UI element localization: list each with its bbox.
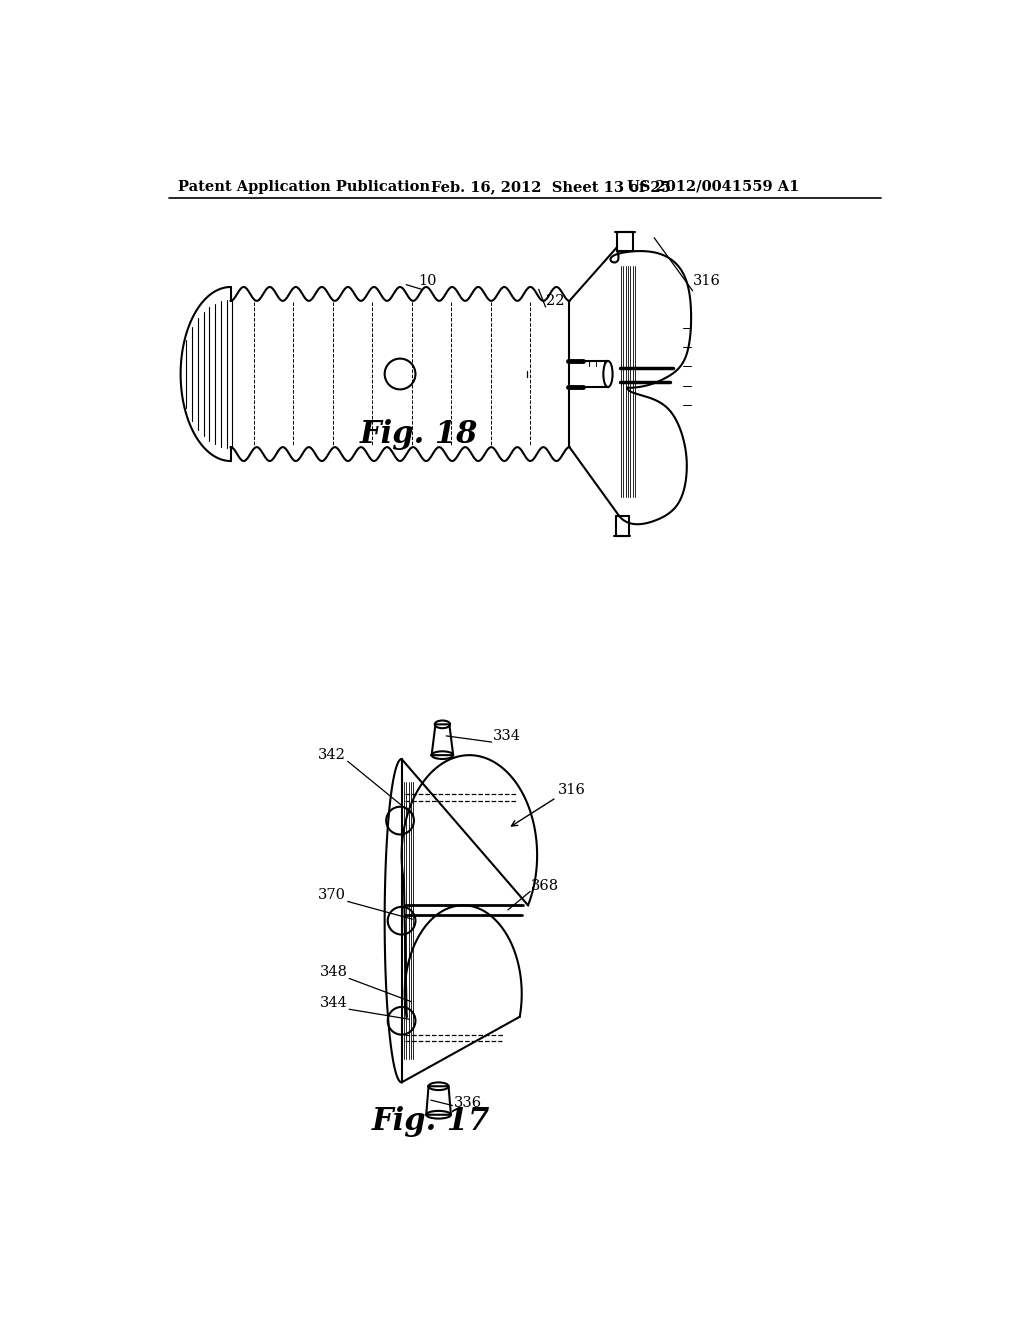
Text: US 2012/0041559 A1: US 2012/0041559 A1 (628, 180, 800, 194)
Text: 348: 348 (319, 965, 348, 979)
Text: 370: 370 (318, 888, 346, 902)
Text: 316: 316 (558, 783, 586, 797)
Text: Patent Application Publication: Patent Application Publication (178, 180, 430, 194)
Text: 334: 334 (493, 729, 520, 743)
Text: 336: 336 (454, 1096, 482, 1110)
Text: Fig. 17: Fig. 17 (372, 1106, 490, 1137)
Text: Feb. 16, 2012  Sheet 13 of 25: Feb. 16, 2012 Sheet 13 of 25 (431, 180, 671, 194)
Text: 344: 344 (319, 997, 348, 1010)
Text: 342: 342 (318, 748, 346, 762)
Text: 316: 316 (692, 275, 721, 289)
Text: 368: 368 (531, 879, 559, 892)
Text: Fig. 18: Fig. 18 (360, 420, 478, 450)
Text: 22: 22 (547, 294, 565, 308)
Text: 10: 10 (418, 275, 436, 289)
